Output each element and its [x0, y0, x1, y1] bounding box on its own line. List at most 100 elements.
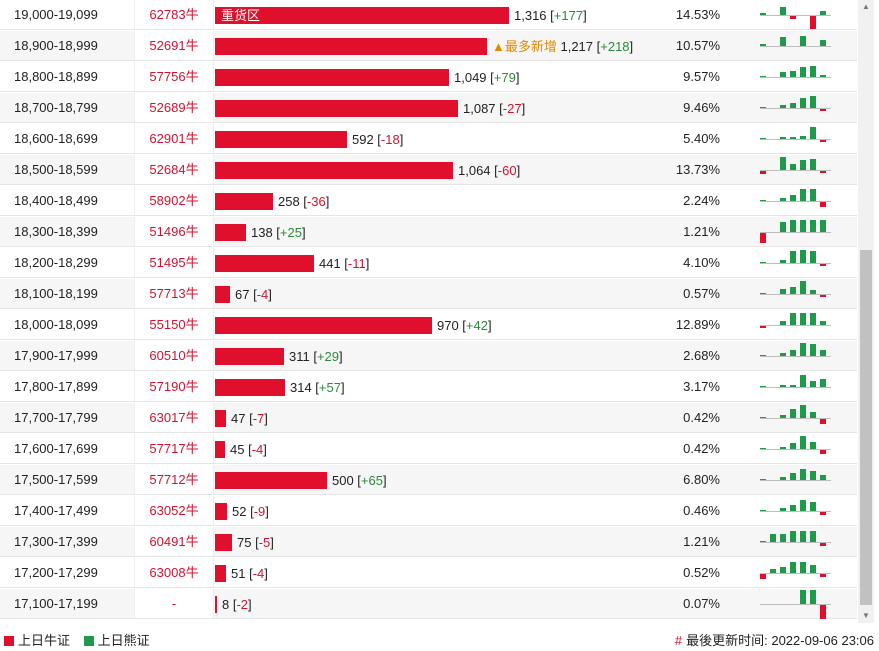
sparkline-bar	[780, 72, 786, 77]
bracket: ]	[515, 70, 520, 85]
volume-change: -9	[253, 504, 266, 519]
sparkline-bar	[810, 590, 816, 604]
volume-change: +29	[316, 349, 340, 364]
volume-bar	[215, 255, 314, 272]
sparkline-baseline	[760, 139, 831, 140]
cbbc-code-link[interactable]: 57190牛	[134, 372, 214, 401]
sparkline-bar	[810, 313, 816, 325]
bracket: ]	[365, 256, 370, 271]
cbbc-code-link[interactable]: 63017牛	[134, 403, 214, 432]
sparkline-bar	[760, 200, 766, 201]
scroll-up-arrow-icon[interactable]: ▲	[862, 2, 870, 11]
sparkline-bar	[760, 448, 766, 449]
sparkline-baseline	[760, 46, 831, 47]
volume-change: -60	[497, 163, 517, 178]
cbbc-code-link: -	[134, 589, 214, 618]
sparkline-bar	[780, 137, 786, 139]
sparkline-bar	[800, 469, 806, 480]
bracket: ]	[301, 225, 306, 240]
sparkline-chart	[755, 248, 831, 278]
sparkline-bar	[760, 107, 766, 108]
sparkline-chart	[755, 124, 831, 154]
cbbc-code-link[interactable]: 52691牛	[134, 31, 214, 60]
sparkline-bar	[760, 541, 766, 542]
table-row: 18,000-18,099 55150牛 970 [+42] 12.89%	[0, 310, 857, 340]
volume-change: -11	[347, 256, 366, 271]
sparkline-baseline	[760, 480, 831, 481]
sparkline-bar	[790, 195, 796, 201]
volume-change: -5	[258, 535, 271, 550]
sparkline-bar	[800, 281, 806, 294]
price-range: 17,100-17,199	[14, 596, 98, 611]
sparkline-chart	[755, 465, 831, 495]
cbbc-code-link[interactable]: 63008牛	[134, 558, 214, 587]
sparkline-chart	[755, 217, 831, 247]
volume-change: -4	[256, 287, 269, 302]
sparkline-bar	[790, 220, 796, 232]
cbbc-code-link[interactable]: 55150牛	[134, 310, 214, 339]
percentage: 12.89%	[675, 317, 720, 332]
scroll-down-arrow-icon[interactable]: ▼	[862, 611, 870, 620]
sparkline-bar	[820, 321, 826, 325]
cbbc-code-link[interactable]: 57713牛	[134, 279, 214, 308]
sparkline-bar	[810, 251, 816, 263]
cbbc-code-link[interactable]: 60491牛	[134, 527, 214, 556]
volume-label: 1,049 [+79]	[454, 68, 519, 87]
sparkline-bar	[780, 415, 786, 418]
sparkline-bar	[760, 233, 766, 243]
sparkline-chart	[755, 558, 831, 588]
table-row: 18,100-18,199 57713牛 67 [-4] 0.57%	[0, 279, 857, 309]
legend: 上日牛证 上日熊证	[4, 630, 160, 649]
cbbc-code-link[interactable]: 51496牛	[134, 217, 214, 246]
volume-label: 970 [+42]	[437, 316, 492, 335]
volume-change: +218	[600, 39, 630, 54]
sparkline-bar	[820, 109, 826, 111]
volume-label: 45 [-4]	[230, 440, 267, 459]
sparkline-bar	[820, 512, 826, 515]
table-row: 17,900-17,999 60510牛 311 [+29] 2.68%	[0, 341, 857, 371]
table-row: 17,600-17,699 57717牛 45 [-4] 0.42%	[0, 434, 857, 464]
percentage: 13.73%	[675, 162, 720, 177]
sparkline-bar	[760, 44, 766, 46]
table-row: 17,200-17,299 63008牛 51 [-4] 0.52%	[0, 558, 857, 588]
table-row: 18,200-18,299 51495牛 441 [-11] 4.10%	[0, 248, 857, 278]
cbbc-code-link[interactable]: 52684牛	[134, 155, 214, 184]
cbbc-code-link[interactable]: 57756牛	[134, 62, 214, 91]
sparkline-bar	[790, 287, 796, 294]
sparkline-chart	[755, 372, 831, 402]
price-range: 18,500-18,599	[14, 162, 98, 177]
price-range: 17,900-17,999	[14, 348, 98, 363]
volume-change: +42	[465, 318, 488, 333]
price-range: 18,300-18,399	[14, 224, 98, 239]
sparkline-bar	[760, 479, 766, 480]
volume-bar	[215, 69, 449, 86]
cbbc-code-link[interactable]: 62901牛	[134, 124, 214, 153]
volume-label: 1,316 [+177]	[514, 6, 587, 25]
scrollbar-thumb[interactable]	[860, 250, 872, 605]
cbbc-code-link[interactable]: 60510牛	[134, 341, 214, 370]
sparkline-bar	[760, 386, 766, 387]
sparkline-bar	[820, 543, 826, 546]
sparkline-chart	[755, 403, 831, 433]
percentage: 10.57%	[675, 38, 720, 53]
volume-value: 311 [	[289, 349, 317, 364]
sparkline-chart	[755, 279, 831, 309]
sparkline-bar	[810, 220, 816, 232]
cbbc-code-link[interactable]: 51495牛	[134, 248, 214, 277]
cbbc-code-link[interactable]: 62783牛	[134, 0, 214, 29]
cbbc-code-link[interactable]: 52689牛	[134, 93, 214, 122]
volume-change: +25	[279, 225, 302, 240]
sparkline-bar	[760, 13, 766, 15]
sparkline-bar	[760, 326, 766, 328]
volume-value: 1,217 [	[560, 39, 601, 54]
bar-cell: 1,087 [-27]	[215, 100, 665, 117]
bar-cell: 1,049 [+79]	[215, 69, 665, 86]
cbbc-code-link[interactable]: 58902牛	[134, 186, 214, 215]
cbbc-code-link[interactable]: 57717牛	[134, 434, 214, 463]
sparkline-bar	[800, 189, 806, 201]
vertical-scrollbar[interactable]: ▲ ▼	[858, 0, 874, 623]
bracket: ]	[263, 442, 267, 457]
cbbc-code-link[interactable]: 57712牛	[134, 465, 214, 494]
cbbc-code-link[interactable]: 63052牛	[134, 496, 214, 525]
volume-label: 52 [-9]	[232, 502, 269, 521]
